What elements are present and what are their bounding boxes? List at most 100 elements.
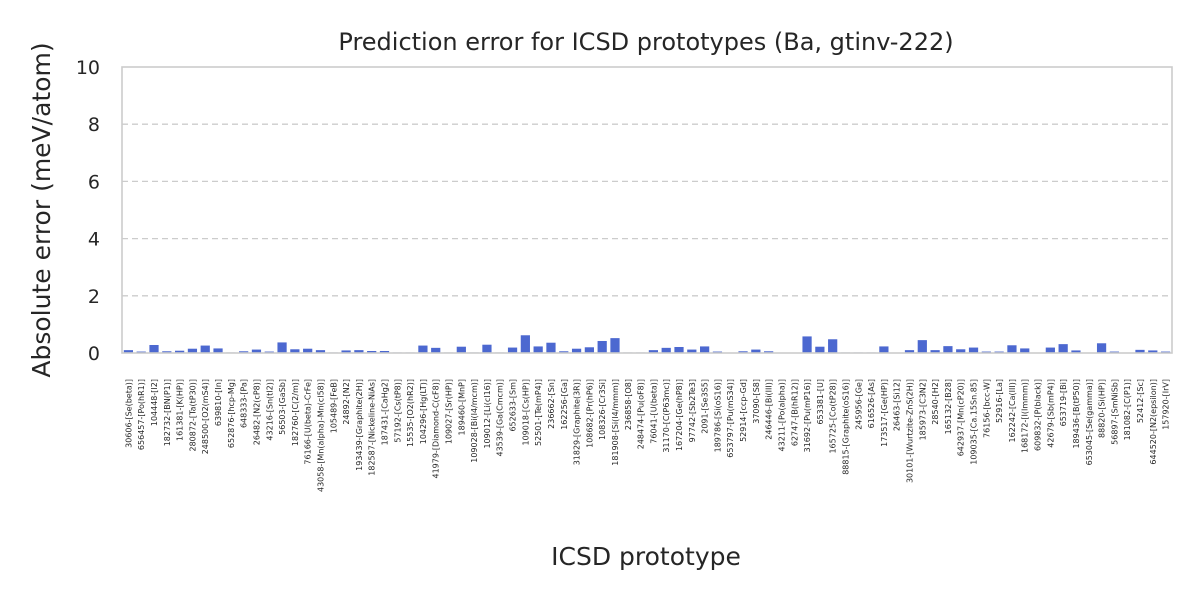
x-tick-label: 28540-[H2] xyxy=(931,379,940,425)
x-tick-label: 30101-[Wurtzite-ZnS(2H)] xyxy=(906,379,915,483)
x-tick-label: 162256-[Ga] xyxy=(560,379,569,430)
bar xyxy=(584,347,594,353)
x-tick-label: 109027-[Sr(HP)] xyxy=(445,379,454,444)
y-tick-label: 6 xyxy=(88,171,100,193)
bar xyxy=(175,350,185,353)
x-tick-label: 185973-[C3N2] xyxy=(918,379,927,440)
x-tick-label: 181082-[C(P1)] xyxy=(1123,379,1132,440)
y-axis-label: Absolute error (meV/atom) xyxy=(27,42,56,377)
y-tick-label: 10 xyxy=(76,57,100,79)
x-tick-label: 43539-[Ga(Cmcm)] xyxy=(496,379,505,457)
bar xyxy=(956,349,966,353)
x-tick-label: 236662-[Sn] xyxy=(547,379,556,429)
x-tick-label: 189460-[MnP] xyxy=(457,379,466,435)
y-tick-label: 2 xyxy=(88,286,100,308)
bar xyxy=(802,336,812,353)
x-tick-label: 97742-[Sb2Te3] xyxy=(688,379,697,442)
bar xyxy=(700,346,710,353)
bar xyxy=(674,346,684,353)
x-tick-label: 652876-[hcp-Mg] xyxy=(227,379,236,448)
x-tick-labels: 30606-[Se(beta)] 656457-[Po(hR1)] 104448-[… xyxy=(124,379,1170,492)
x-tick-label: 652633-[Sm] xyxy=(509,379,518,432)
bar xyxy=(315,350,326,353)
bar xyxy=(559,351,569,353)
x-tick-label: 76166-[U(beta)-CrFe] xyxy=(304,379,313,465)
x-tick-label: 248474-[Pu(oF8)] xyxy=(637,379,646,449)
x-tick-label: 15535-[O2(hR2)] xyxy=(406,379,415,447)
bars xyxy=(123,335,1171,353)
bar xyxy=(828,339,838,353)
y-tick-labels: 0 2 4 6 8 10 xyxy=(76,57,100,365)
x-tick-label: 88820-[Si(HP)] xyxy=(1098,379,1107,438)
x-tick-label: 41979-[Diamond-C(cF8)] xyxy=(432,379,441,479)
x-tick-label: 109018-[Cs(HP)] xyxy=(521,379,530,446)
bar xyxy=(610,338,620,353)
bar xyxy=(546,342,556,353)
x-tick-label: 52914-[ccp-Gd] xyxy=(739,379,748,442)
x-tick-label: 105489-[FeB] xyxy=(329,379,338,433)
bar xyxy=(213,348,223,353)
bar xyxy=(239,351,249,353)
x-tick-label: 187431-[CaHg2] xyxy=(381,379,390,445)
bar xyxy=(200,345,210,353)
bar xyxy=(277,342,287,353)
x-tick-label: 193439-[Graphite(2H)] xyxy=(355,379,364,471)
x-tick-label: 104448-[I2] xyxy=(150,379,159,426)
x-tick-label: 165132-[B28] xyxy=(944,379,953,434)
bar xyxy=(251,349,262,353)
x-tick-label: 168172-[I(Immm)] xyxy=(1021,379,1030,453)
bar xyxy=(1058,344,1068,353)
x-tick-label: 76041-[U(beta)] xyxy=(649,379,658,444)
gridlines xyxy=(122,123,1172,297)
bar xyxy=(943,346,953,353)
x-tick-label: 26482-[N2(cP8)] xyxy=(252,379,261,445)
x-tick-label: 189786-[Si(oS16)] xyxy=(713,379,722,452)
bar xyxy=(597,340,607,353)
bar xyxy=(1020,348,1030,353)
x-tick-label: 104296-[Hg(LT)] xyxy=(419,379,428,444)
bar xyxy=(431,347,441,353)
x-axis-label: ICSD prototype xyxy=(551,542,741,571)
x-tick-label: 167204-[Ge(hP8)] xyxy=(675,379,684,451)
x-tick-label: 245956-[Ge] xyxy=(854,379,863,430)
bar xyxy=(456,346,466,353)
bar xyxy=(751,349,761,353)
x-tick-label: 246446-[Bi(III)] xyxy=(765,379,774,440)
chart-title: Prediction error for ICSD prototypes (Ba… xyxy=(338,28,953,56)
x-tick-label: 30606-[Se(beta)] xyxy=(124,379,133,448)
bar xyxy=(418,345,428,353)
x-tick-label: 52501-[Te(mP4)] xyxy=(534,379,543,446)
x-tick-label: 43211-[Po(alpha)] xyxy=(777,379,786,451)
bar xyxy=(482,344,492,353)
bar xyxy=(367,350,377,353)
x-tick-label: 31692-[Pu(mP16)] xyxy=(803,379,812,452)
x-tick-label: 653797-[Pu(mS34)] xyxy=(726,379,735,458)
bar xyxy=(187,348,198,353)
bar xyxy=(379,350,390,353)
y-tick-label: 8 xyxy=(88,114,100,136)
x-tick-label: 648333-[Pa] xyxy=(240,379,249,428)
x-tick-label: 173517-[Ge(HP)] xyxy=(880,379,889,447)
x-tick-label: 56503-[GaSb] xyxy=(278,379,287,435)
bar xyxy=(533,346,543,353)
x-tick-label: 248500-[O2(mS4)] xyxy=(201,379,210,454)
bar xyxy=(687,349,697,353)
x-tick-label: 182732-[BN(P1)] xyxy=(163,379,172,446)
x-tick-label: 37090-[S8] xyxy=(752,379,761,424)
x-tick-label: 76156-[bcc-W] xyxy=(982,379,991,438)
bar xyxy=(1007,345,1017,353)
x-tick-label: 31829-[Graphite(3R)] xyxy=(573,379,582,465)
x-tick-label: 653381-[U] xyxy=(816,379,825,425)
x-tick-label: 161381-[K(HP)] xyxy=(176,379,185,441)
x-tick-label: 639810-[In] xyxy=(214,379,223,426)
bar xyxy=(571,348,582,353)
x-tick-label: 182587-[Nickeline-NiAs] xyxy=(368,379,377,476)
x-tick-label: 181908-[Si(I4/mmm)] xyxy=(611,379,620,466)
x-tick-label: 43058-[Mn(alpha)-Mn(cI58)] xyxy=(316,379,325,492)
bar xyxy=(162,351,172,353)
x-tick-label: 642937-[Mn(cP20)] xyxy=(957,379,966,456)
x-tick-label: 189436-[B(tP50)] xyxy=(1072,379,1081,449)
x-tick-label: 656457-[Po(hR1)] xyxy=(137,379,146,450)
x-tick-label: 42679-[Sb(mP4)] xyxy=(1046,379,1055,448)
x-tick-label: 31170-[C(P63mc)] xyxy=(662,379,671,453)
